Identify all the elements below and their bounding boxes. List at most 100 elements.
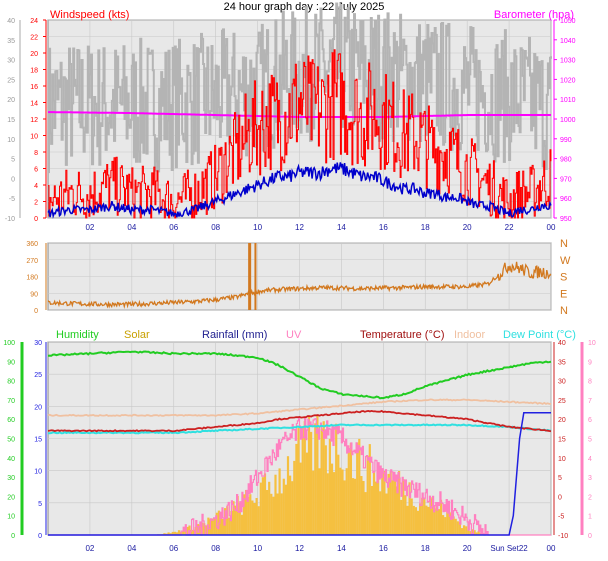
- solar-bar: [347, 449, 350, 535]
- humidity-axis-tick: 50: [7, 437, 15, 444]
- solar-bar: [253, 503, 256, 535]
- env-legend-item: Dew Point (°C): [503, 329, 576, 341]
- solar-bar: [186, 526, 189, 535]
- solar-bar: [377, 464, 380, 535]
- humidity-axis-tick: 0: [11, 533, 15, 540]
- solar-bar: [391, 480, 394, 535]
- uv-axis-tick: 8: [588, 379, 592, 386]
- env-x-tick: 14: [337, 544, 346, 553]
- wind-far-axis-tick: 15: [7, 117, 15, 124]
- solar-bar: [450, 513, 453, 535]
- wind-far-axis-tick: 25: [7, 77, 15, 84]
- barometer-line: [48, 111, 551, 118]
- solar-bar: [303, 421, 306, 535]
- solar-bar: [211, 518, 214, 535]
- solar-bar: [366, 455, 369, 535]
- temp-axis-tick: 25: [558, 398, 566, 405]
- solar-bar: [234, 505, 237, 535]
- solar-bar: [173, 531, 176, 535]
- solar-bar: [362, 481, 365, 535]
- winddir-axis-tick: 0: [34, 308, 38, 315]
- winddir-axis-tick: 180: [26, 275, 38, 282]
- wind-x-tick: 22: [505, 223, 514, 232]
- solar-bar: [368, 444, 371, 535]
- solar-bar: [469, 531, 472, 535]
- solar-bar: [349, 442, 352, 535]
- solar-bar: [307, 416, 311, 535]
- solar-bar: [458, 522, 461, 535]
- solar-bar: [444, 517, 447, 535]
- solar-bar: [425, 505, 428, 535]
- solar-bar: [437, 509, 440, 535]
- windspeed-axis-tick: 24: [30, 18, 38, 25]
- solar-bar: [238, 502, 241, 535]
- solar-bar: [205, 525, 208, 535]
- barometer-history-line: [48, 2, 552, 174]
- winddir-axis-tick: 360: [26, 241, 38, 248]
- humidity-axis-tick: 30: [7, 475, 15, 482]
- windspeed-axis-tick: 22: [30, 35, 38, 42]
- barometer-axis-tick: 980: [560, 157, 572, 164]
- solar-bar: [291, 481, 294, 535]
- winddir-compass-label: E: [560, 288, 567, 300]
- rain-axis-tick: 25: [34, 372, 42, 379]
- solar-bar: [429, 498, 432, 535]
- windspeed-axis-tick: 2: [34, 200, 38, 207]
- solar-bar: [337, 454, 340, 535]
- humidity-axis-tick: 90: [7, 359, 15, 366]
- winddir-axis-tick: 90: [30, 291, 38, 298]
- solar-bar: [226, 506, 229, 535]
- temp-axis-tick: 35: [558, 359, 566, 366]
- solar-bar: [232, 501, 235, 535]
- env-legend-item: UV: [286, 329, 302, 341]
- solar-bar: [249, 494, 252, 535]
- solar-bar: [322, 421, 325, 535]
- solar-bar: [473, 530, 476, 535]
- solar-bar: [299, 462, 302, 535]
- winddir-axis-tick: 270: [26, 258, 38, 265]
- temp-axis-tick: 30: [558, 379, 566, 386]
- barometer-axis-tick: 1010: [560, 97, 576, 104]
- wind-far-axis-tick: 35: [7, 38, 15, 45]
- wind-far-axis-tick: 5: [11, 157, 15, 164]
- humidity-axis-tick: 80: [7, 379, 15, 386]
- solar-bar: [400, 499, 403, 535]
- windspeed-axis-tick: 10: [30, 134, 38, 141]
- windspeed-axis-tick: 8: [34, 150, 38, 157]
- windspeed-axis-label: Windspeed (kts): [50, 9, 129, 21]
- solar-bar: [402, 479, 405, 535]
- solar-bar: [431, 497, 434, 535]
- barometer-axis-tick: 1000: [560, 117, 576, 124]
- solar-bar: [326, 473, 329, 535]
- solar-bar: [406, 505, 409, 535]
- env-x-tick: 18: [421, 544, 430, 553]
- uv-axis-tick: 0: [588, 533, 592, 540]
- solar-bar: [339, 467, 342, 535]
- winddir-compass-label: N: [560, 305, 568, 317]
- wind-x-tick: 00: [547, 223, 556, 232]
- solar-bar: [330, 463, 334, 535]
- solar-bar: [270, 493, 273, 535]
- wind-far-axis-tick: 10: [7, 137, 15, 144]
- windspeed-axis-tick: 16: [30, 84, 38, 91]
- env-legend-item: Temperature (°C): [360, 329, 444, 341]
- humidity-axis-tick: 70: [7, 398, 15, 405]
- barometer-axis-tick: 1020: [560, 77, 576, 84]
- windspeed-axis-tick: 18: [30, 68, 38, 75]
- solar-bar: [385, 493, 388, 535]
- rain-axis-tick: 20: [34, 404, 42, 411]
- solar-bar: [278, 468, 281, 535]
- wind-far-axis-tick: 40: [7, 18, 15, 25]
- windspeed-axis-tick: 6: [34, 167, 38, 174]
- rain-axis-tick: 10: [34, 469, 42, 476]
- rain-axis-tick: 30: [34, 340, 42, 347]
- solar-bar: [341, 469, 344, 535]
- uv-axis-tick: 2: [588, 494, 592, 501]
- env-x-tick: 12: [295, 544, 304, 553]
- solar-bar: [274, 474, 277, 535]
- solar-bar: [257, 506, 260, 535]
- temp-axis-tick: 40: [558, 340, 566, 347]
- solar-bar: [261, 477, 264, 535]
